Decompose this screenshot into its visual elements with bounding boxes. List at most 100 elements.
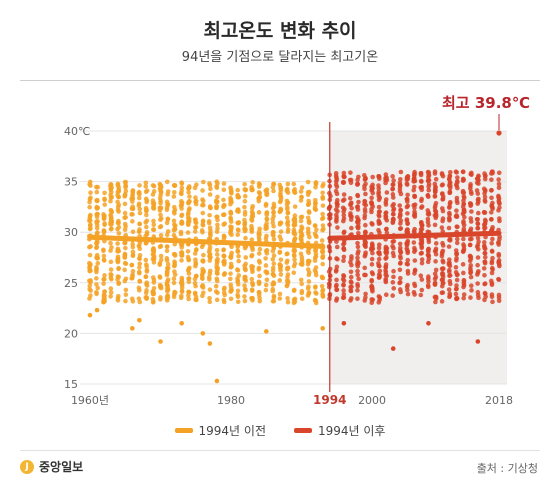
data-point [433,259,438,264]
data-point [362,215,367,221]
data-point [355,192,360,198]
data-point [95,285,101,291]
data-point [122,278,128,284]
max-point [496,130,502,136]
data-point [192,280,198,286]
data-point [242,212,248,217]
data-point [328,193,333,199]
data-point [242,286,248,292]
data-point [214,278,220,284]
data-point [179,258,184,263]
data-point [299,238,304,243]
data-point [398,221,403,226]
data-point [433,248,439,253]
data-point [87,223,93,228]
data-point [475,201,481,206]
data-point [228,276,233,282]
data-point [108,198,113,204]
data-point [433,241,439,246]
data-point [200,197,205,202]
data-point [137,299,143,305]
data-point [439,299,445,304]
data-point [130,193,135,199]
data-point [326,206,332,211]
data-point [214,199,220,204]
data-point [418,273,424,279]
data-point [151,247,157,253]
data-point [467,236,473,242]
data-point [305,286,311,291]
data-point [390,195,396,200]
data-point [419,196,424,202]
data-point [200,202,205,208]
data-point [320,287,326,293]
data-point [355,204,361,209]
data-point [341,230,347,236]
data-point [418,292,424,298]
data-point [305,192,311,198]
data-point [249,287,255,292]
data-point [123,185,128,190]
data-point [158,257,164,263]
data-point [363,222,368,228]
data-point [242,181,247,187]
data-point [130,229,136,235]
data-point [271,261,277,266]
data-point [390,280,396,285]
data-point [468,186,473,191]
data-point [299,254,305,260]
data-point [405,291,411,297]
data-point [454,236,460,242]
data-point [440,243,446,248]
data-point [242,294,247,299]
data-point [439,225,445,230]
data-point [376,213,382,219]
data-point [362,253,368,259]
data-point [383,272,388,278]
max-annotation-label: 최고 39.8℃ [442,94,530,112]
data-point [242,204,247,210]
data-point [496,295,502,300]
x-tick-label: 2000 [358,394,386,407]
data-point [102,202,108,207]
data-point [158,253,164,259]
data-point [397,188,403,194]
data-point [115,258,121,263]
data-point [320,261,325,267]
legend-item-before: 1994년 이전 [174,422,266,439]
data-point [144,280,150,286]
data-point [447,173,453,179]
data-point [108,294,113,299]
data-point [228,285,234,290]
data-point [333,182,339,188]
data-point [144,262,149,267]
data-point [418,172,424,178]
data-point [285,206,290,212]
data-point [143,257,149,263]
data-point [454,283,459,288]
data-point [412,258,418,263]
data-point [194,247,199,252]
data-point [164,179,170,185]
data-point [412,226,417,232]
data-point [412,209,417,215]
data-point [334,264,340,270]
data-point [496,196,502,202]
data-point [164,244,170,249]
brand-logo: J 중앙일보 [20,458,83,475]
data-point [172,261,177,266]
data-point [143,274,149,280]
data-point [370,222,375,227]
data-point [446,225,452,231]
data-point [482,199,488,204]
data-point [116,184,121,190]
data-point [130,189,136,195]
data-point [257,280,262,285]
data-point [215,194,220,200]
data-point [482,225,487,231]
data-point [144,296,150,301]
data-point [497,201,502,206]
data-point [348,274,354,280]
legend-swatch-before [174,428,193,433]
y-tick-label: 20 [64,327,78,340]
